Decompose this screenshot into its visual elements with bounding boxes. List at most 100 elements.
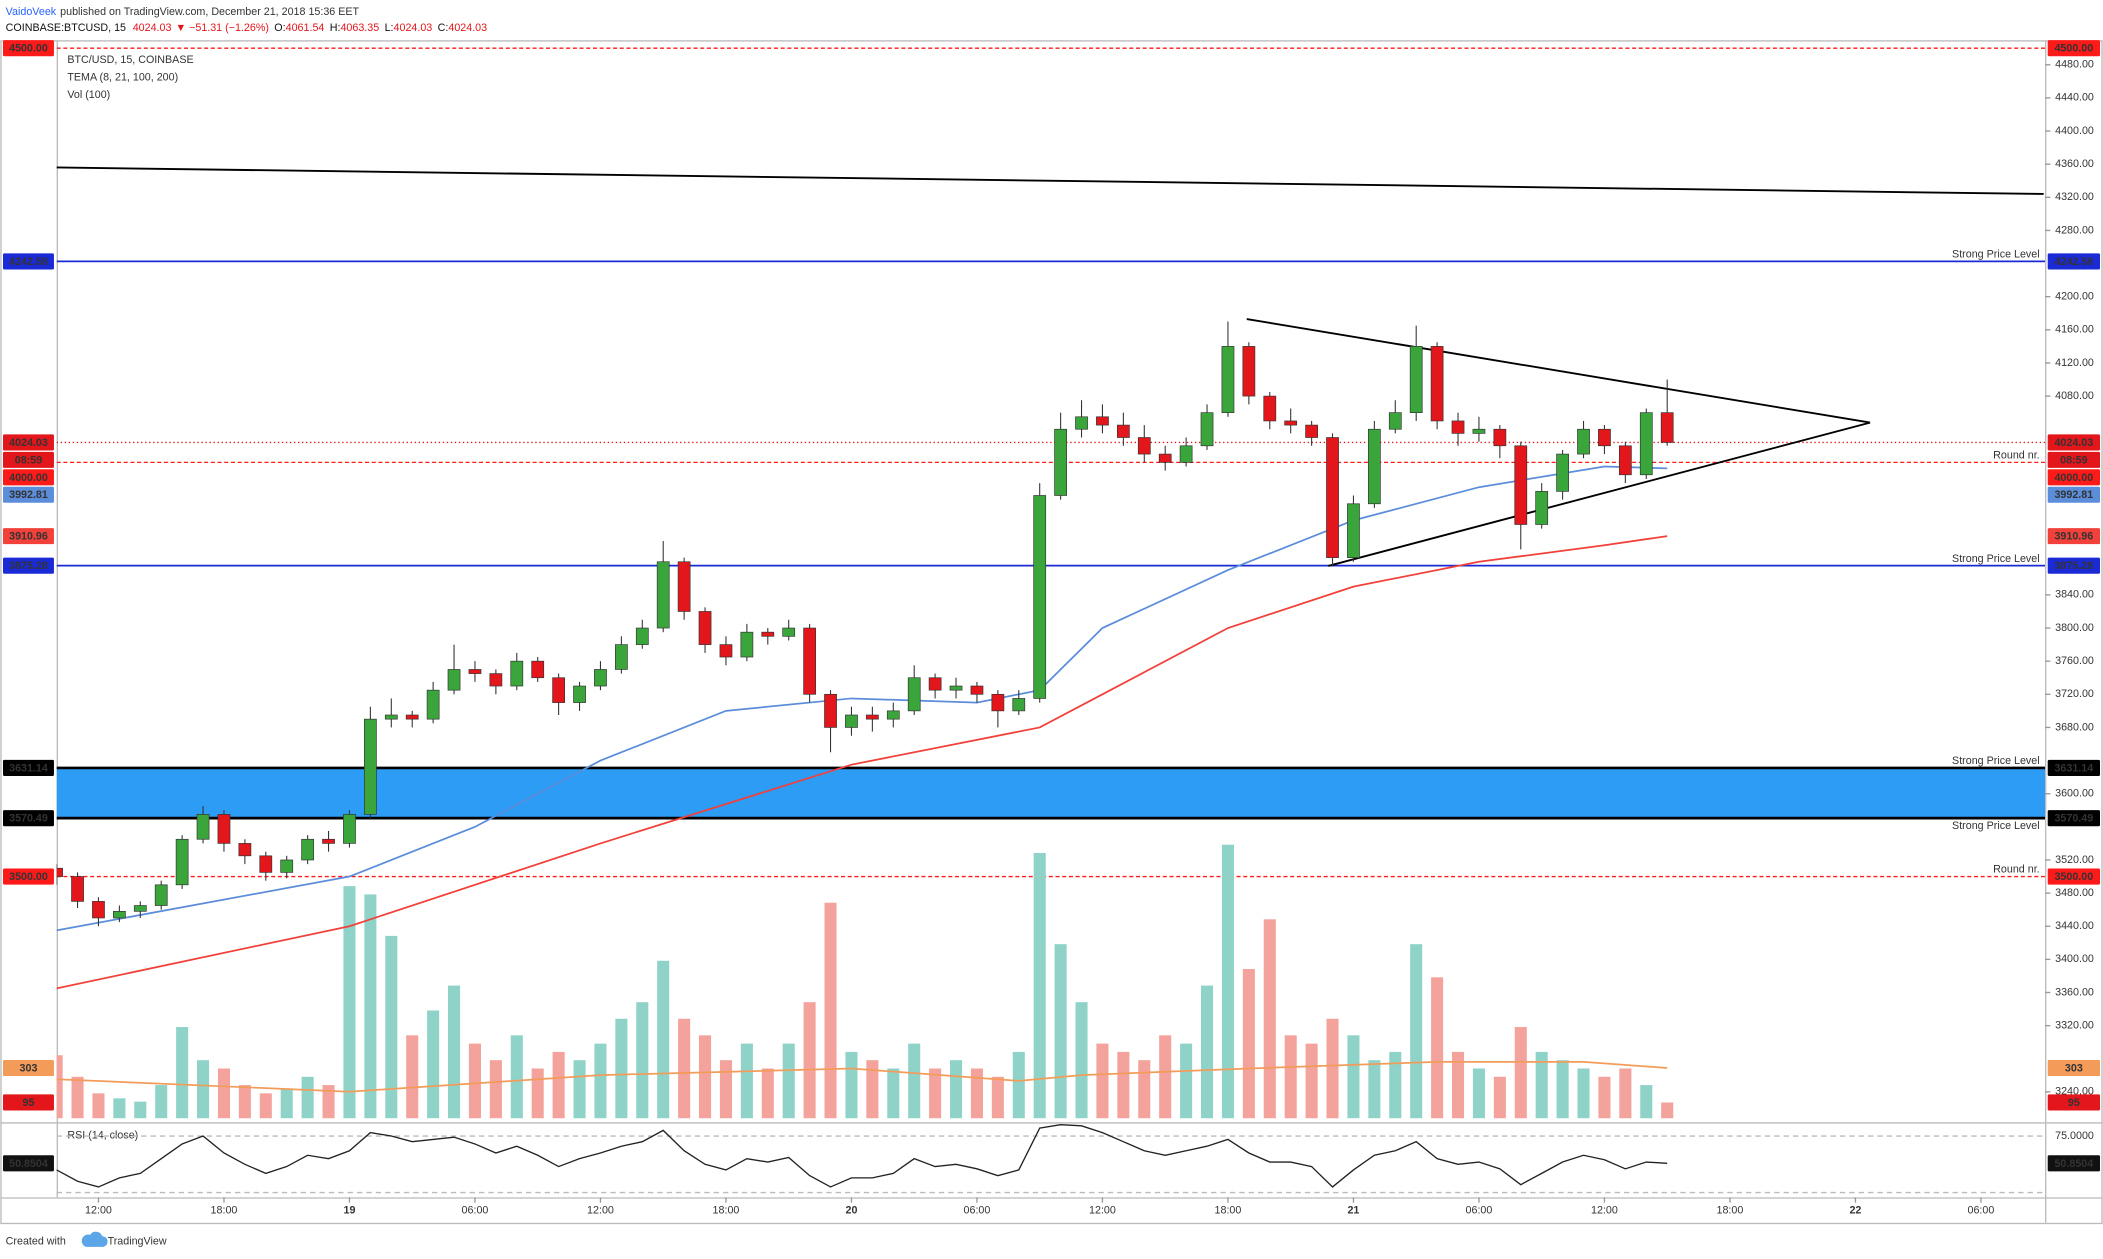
volume-bar: [803, 1002, 816, 1119]
main-pane: Strong Price Level Strong Price Level Stro…: [56, 47, 2046, 1119]
candle-body: [1221, 346, 1235, 413]
y-tick-label: 3440.00: [2055, 920, 2094, 932]
candle-body: [1096, 416, 1109, 426]
candle-body: [1200, 412, 1214, 447]
volume-bar: [56, 1055, 63, 1119]
price-label-box: [3, 557, 54, 574]
candle-body: [866, 714, 879, 720]
price-label: 4500.00: [9, 43, 48, 55]
price-label: 3570.49: [9, 813, 48, 825]
candle-body: [1305, 424, 1318, 438]
candle-body: [175, 838, 189, 886]
volume-bar: [866, 1060, 879, 1119]
author[interactable]: VaidoVeek: [6, 6, 57, 18]
candle-body: [468, 669, 482, 674]
candle-body: [615, 644, 628, 670]
candle-body: [782, 627, 796, 637]
price-label: 3875.28: [9, 560, 48, 572]
price-label-box: [2047, 451, 2100, 468]
volume-bar: [176, 1027, 189, 1119]
volume-bar: [719, 1060, 732, 1119]
volume-label-box: [3, 1094, 54, 1111]
volume-bar: [1368, 1060, 1381, 1119]
ohlc-value: 4024.03: [448, 22, 487, 34]
footer-brand[interactable]: TradingView: [108, 1235, 167, 1247]
price-label-box: [2047, 528, 2100, 545]
volume-bar: [657, 960, 670, 1119]
candle-body: [322, 838, 335, 844]
volume-bar: [573, 1060, 586, 1119]
y-tick-label: 4200.00: [2055, 291, 2094, 303]
candle-body: [259, 855, 273, 873]
price-label: 4500.00: [2054, 43, 2093, 55]
volume-bar: [510, 1035, 523, 1119]
price-label: 3992.81: [9, 489, 48, 501]
candle-body: [426, 689, 440, 720]
volume-ma-label: 303: [2065, 1062, 2083, 1074]
price-label: 3500.00: [2054, 871, 2093, 883]
indicator-label: TEMA (8, 21, 100, 200): [67, 72, 178, 84]
volume-bar: [385, 935, 398, 1119]
volume-bar: [1619, 1068, 1632, 1119]
volume-bar: [1075, 1002, 1088, 1119]
candle-body: [698, 611, 712, 645]
candle-body: [384, 714, 398, 720]
candle-body: [573, 685, 586, 703]
candle-body: [531, 660, 545, 679]
rsi-line: [56, 1124, 1668, 1188]
y-tick-label: 4160.00: [2055, 324, 2094, 336]
volume-bar: [761, 1068, 774, 1119]
volume-bar: [468, 1043, 481, 1119]
candle-body: [824, 693, 837, 728]
price-label: 3500.00: [9, 871, 48, 883]
volume-bar: [1472, 1068, 1485, 1119]
price-label: 4242.58: [9, 256, 48, 268]
volume-bar: [1577, 1068, 1590, 1119]
y-tick-label: 4400.00: [2055, 125, 2094, 137]
candle-body: [71, 876, 84, 902]
volume-bar: [594, 1043, 607, 1119]
rsi-label: 50.8504: [9, 1158, 48, 1170]
published: published on TradingView.com, December 2…: [60, 6, 359, 18]
x-tick-label: 22: [1849, 1205, 1861, 1217]
indicator-label: Vol (100): [67, 89, 110, 101]
volume-bar: [448, 985, 461, 1119]
y-tick-label: 4480.00: [2055, 59, 2094, 71]
tema-line: [56, 465, 1668, 932]
volume-bar: [678, 1018, 691, 1119]
volume-bar: [113, 1098, 126, 1119]
volume-bar: [1054, 944, 1067, 1119]
price-label-box: [2047, 469, 2100, 486]
candle-body: [635, 627, 649, 645]
ohlc-key: L:: [385, 22, 394, 34]
x-tick-label: 19: [343, 1205, 355, 1217]
volume-bar: [1451, 1051, 1465, 1119]
level-text: Strong Price Level: [1952, 249, 2040, 261]
ohlc-key: H:: [330, 22, 341, 34]
candle-body: [1577, 428, 1590, 455]
y-tick-label: 4080.00: [2055, 390, 2094, 402]
x-tick-label: 20: [845, 1205, 857, 1217]
candle-body: [1033, 495, 1047, 699]
volume-bar: [71, 1076, 84, 1119]
y-tick-label: 4120.00: [2055, 357, 2094, 369]
volume-label: 95: [23, 1097, 35, 1109]
price-label-box: [2047, 40, 2100, 57]
candle-body: [1367, 428, 1381, 505]
price-label: 08:59: [15, 454, 42, 466]
candle-body: [719, 644, 733, 658]
trend-line: [1328, 421, 1871, 567]
volume-bar: [406, 1035, 419, 1119]
price-label: 3631.14: [9, 762, 48, 774]
y-tick-label: 4440.00: [2055, 92, 2094, 104]
x-tick-label: 06:00: [1968, 1205, 1995, 1217]
price-label-box: [2047, 486, 2100, 503]
candle-body: [196, 814, 210, 840]
x-tick-label: 18:00: [1215, 1205, 1242, 1217]
volume-bar: [887, 1068, 900, 1119]
candle-body: [1430, 346, 1444, 422]
price-label-box: [2047, 810, 2100, 827]
volume-bar: [1305, 1043, 1318, 1119]
volume-bar: [427, 1010, 440, 1119]
